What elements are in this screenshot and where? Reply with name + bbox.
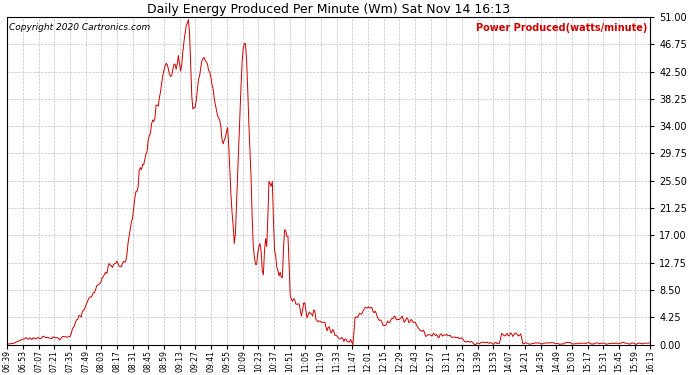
- Title: Daily Energy Produced Per Minute (Wm) Sat Nov 14 16:13: Daily Energy Produced Per Minute (Wm) Sa…: [147, 3, 511, 16]
- Text: Power Produced(watts/minute): Power Produced(watts/minute): [475, 24, 647, 33]
- Text: Copyright 2020 Cartronics.com: Copyright 2020 Cartronics.com: [8, 24, 150, 33]
